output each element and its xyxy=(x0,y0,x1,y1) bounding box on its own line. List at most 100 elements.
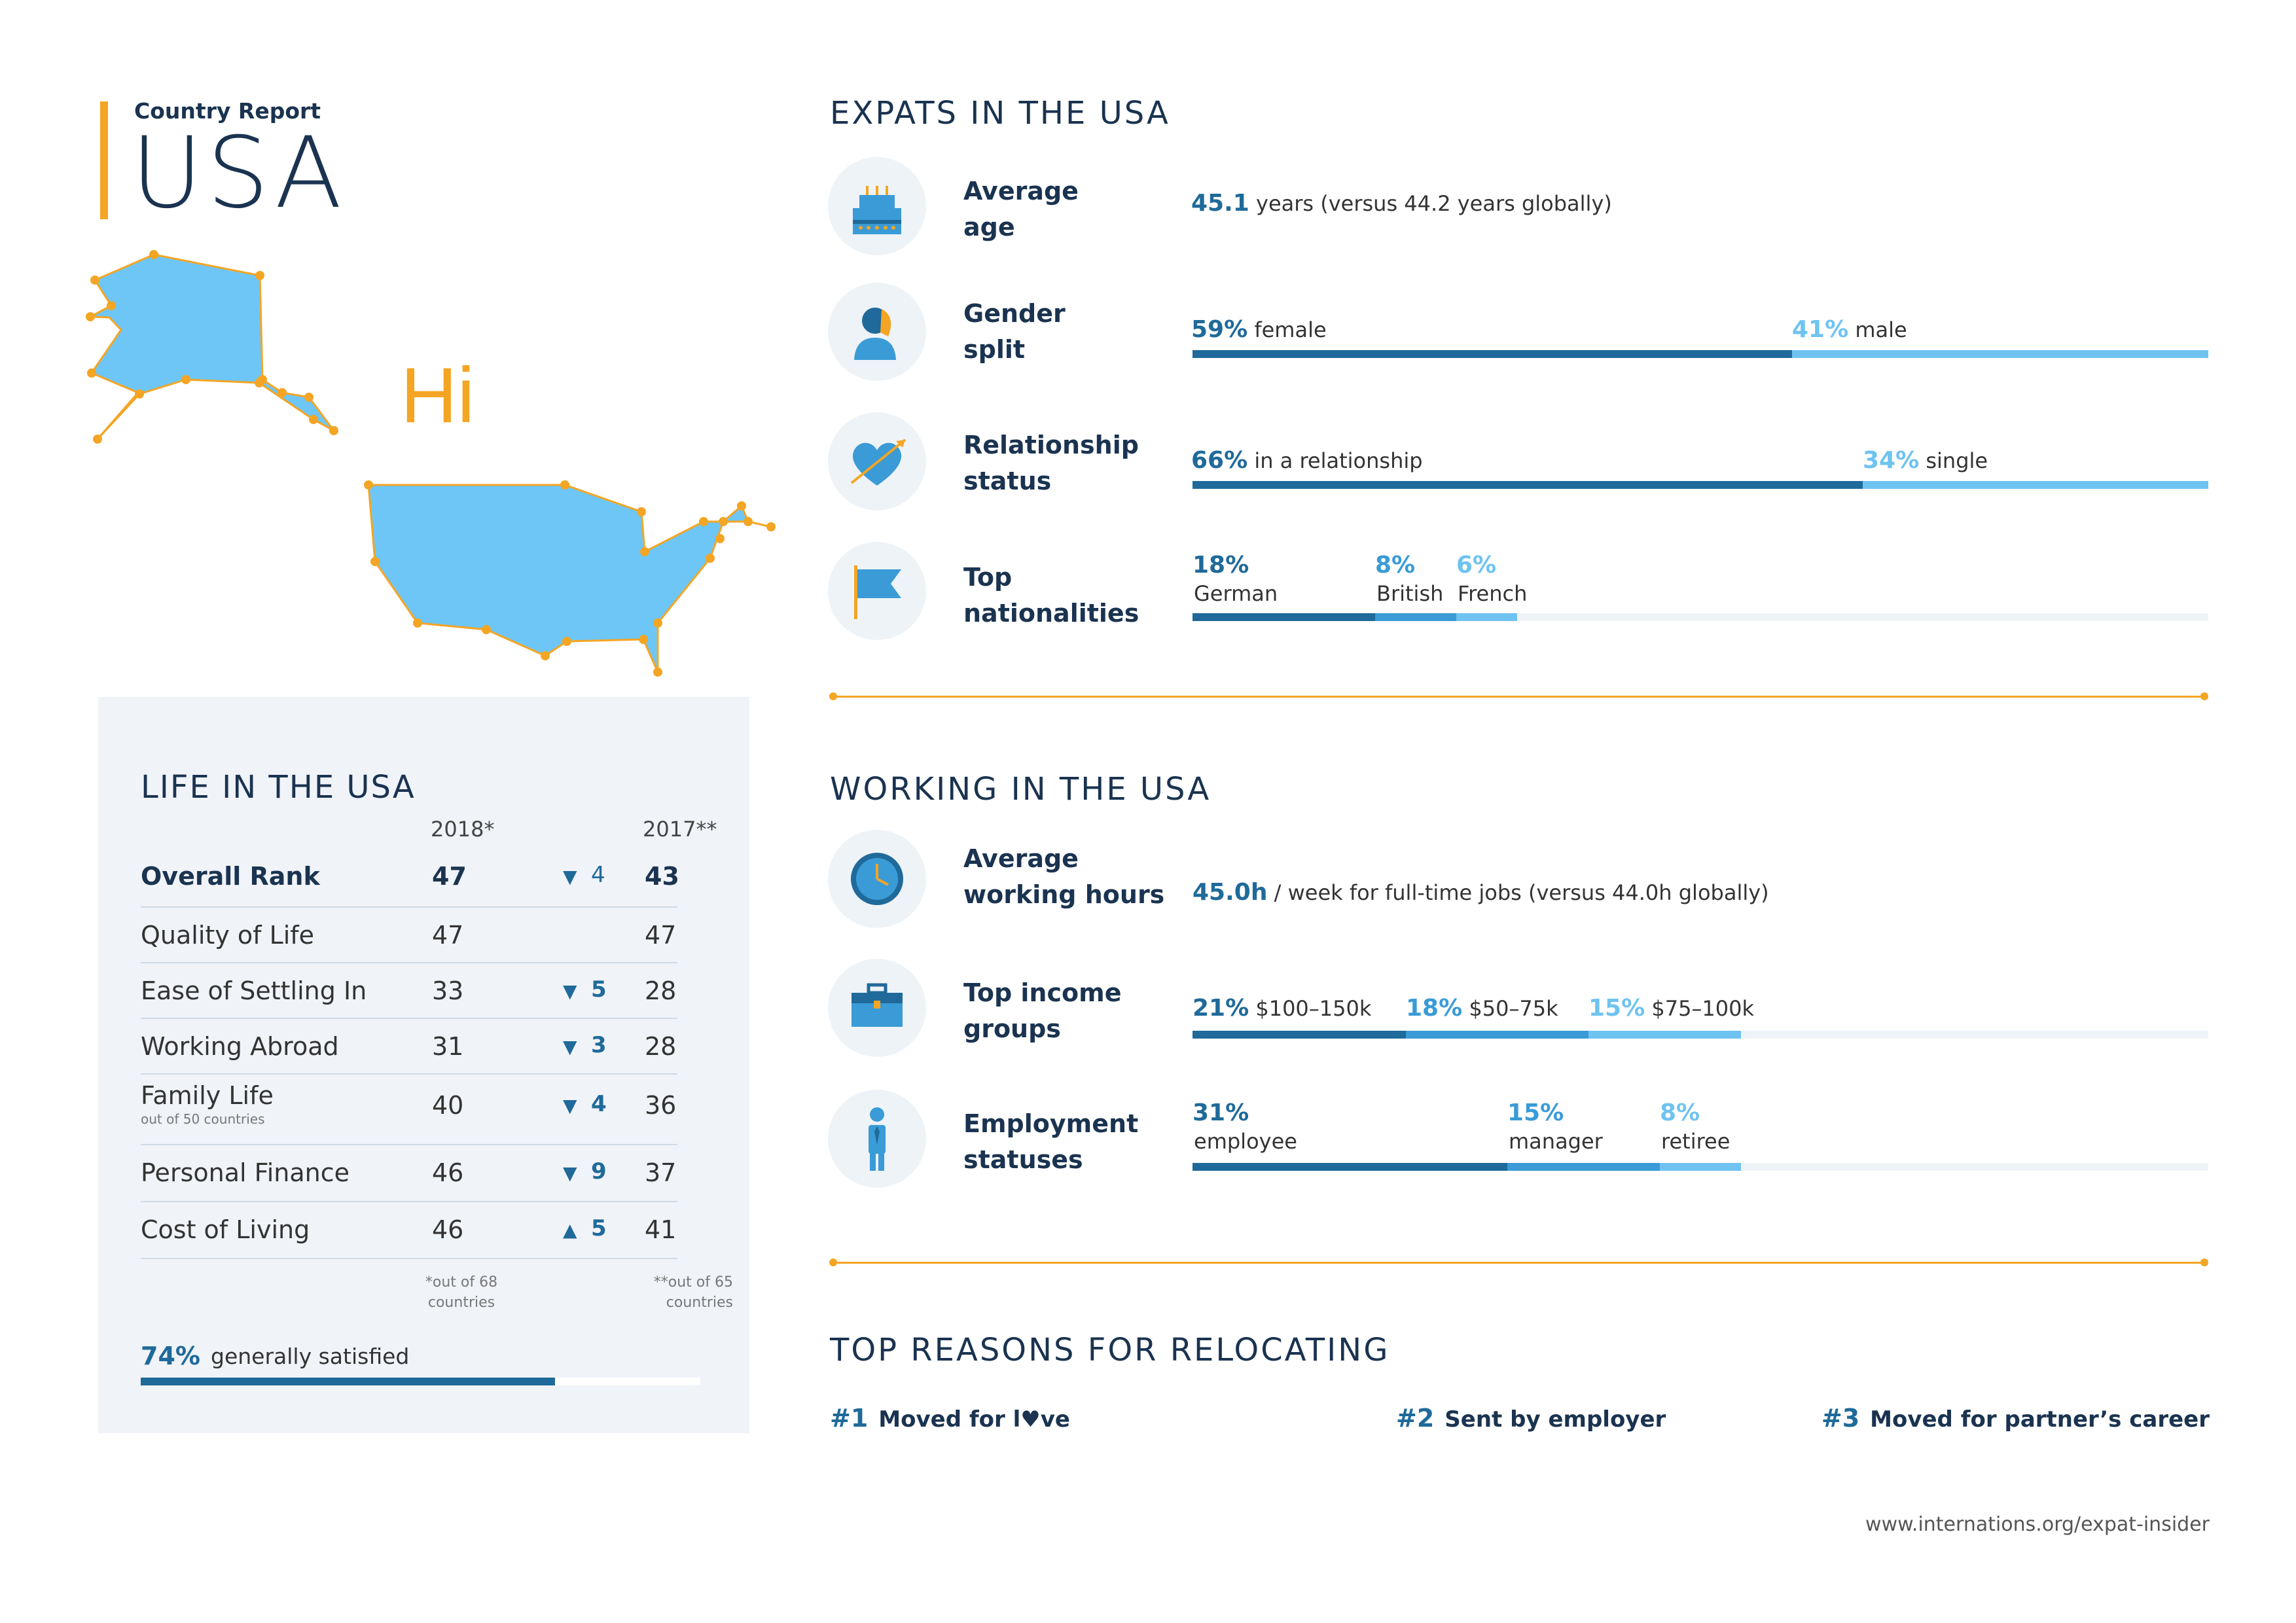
relationship-label: Relationship status xyxy=(963,431,1139,496)
age-icon-circle xyxy=(828,157,926,255)
age-value: 45.1 xyxy=(1191,190,1249,217)
rank-2018: 46 xyxy=(432,1158,464,1187)
income-name: $75–100k xyxy=(1651,996,1755,1021)
female-label: female xyxy=(1254,317,1327,342)
employment-name: employee xyxy=(1194,1129,1297,1154)
satisfied-track xyxy=(141,1378,700,1385)
birthday-cake-icon xyxy=(853,186,901,234)
rank-2017: 47 xyxy=(645,921,677,950)
rank-label: Personal Finance xyxy=(141,1158,350,1187)
employment-name: retiree xyxy=(1661,1129,1731,1154)
gender-icon-circle xyxy=(828,283,926,381)
employment-item: 31% xyxy=(1193,1099,1249,1126)
nationality-name: British xyxy=(1376,581,1444,606)
income-segment xyxy=(1406,1031,1588,1039)
rank-change: 3 xyxy=(591,1032,607,1058)
employment-segment xyxy=(1507,1163,1660,1171)
overall-rank-row: Overall Rank 47 ▼ 4 43 xyxy=(141,854,679,908)
clock-icon xyxy=(851,853,903,905)
rank-label: Cost of Living xyxy=(141,1215,310,1244)
rank-label: Ease of Settling In xyxy=(141,976,367,1005)
income-item: 21% $100–150k xyxy=(1193,995,1371,1022)
female-pct: 59% xyxy=(1191,316,1248,343)
hours-label: Average working hours xyxy=(963,844,1165,910)
employment-pct: 8% xyxy=(1660,1099,1700,1126)
reason-1-text-b: ve xyxy=(1040,1406,1070,1433)
employment-item: 8% xyxy=(1660,1099,1700,1126)
employment-segment xyxy=(1193,1163,1507,1171)
separator-2-dot-left xyxy=(829,1258,837,1266)
nationalities-bar xyxy=(1193,613,2208,621)
rank-2017: 41 xyxy=(645,1215,677,1244)
footer-url[interactable]: www.internations.org/expat-insider xyxy=(1865,1513,2210,1536)
employment-segment xyxy=(1660,1163,1741,1171)
employment-item: 15% xyxy=(1507,1099,1564,1126)
reasons-title: TOP REASONS FOR RELOCATING xyxy=(830,1332,1390,1368)
age-stat: 45.1 years (versus 44.2 years globally) xyxy=(1191,190,1612,217)
rank-2017: 28 xyxy=(645,1032,677,1061)
satisfied-label: generally satisfied xyxy=(211,1344,410,1369)
income-name: $50–75k xyxy=(1469,996,1558,1021)
rank-2017: 28 xyxy=(645,976,677,1005)
businessperson-icon xyxy=(869,1107,886,1171)
relationship-icon-circle xyxy=(828,412,926,510)
satisfied-bar xyxy=(141,1378,555,1385)
employment-label: Employment statuses xyxy=(963,1109,1139,1175)
rank-2018: 46 xyxy=(432,1215,464,1244)
reason-1: #1 Moved for l♥ve xyxy=(830,1404,1070,1433)
relationship-b-segment xyxy=(1863,481,2208,489)
rank-row: Working Abroad 31 ▼ 3 28 xyxy=(141,1018,677,1075)
reason-3: #3 Moved for partner’s career xyxy=(1821,1404,2210,1433)
relationship-a-label: in a relationship xyxy=(1254,448,1423,473)
rank-2017: 37 xyxy=(645,1158,677,1187)
report-label: Country Report xyxy=(134,98,321,124)
rank-2018: 40 xyxy=(432,1091,464,1120)
income-name: $100–150k xyxy=(1255,996,1372,1021)
rank-row: Ease of Settling In 33 ▼ 5 28 xyxy=(141,962,677,1019)
rank-2018: 31 xyxy=(432,1032,464,1061)
employment-pct: 31% xyxy=(1193,1099,1249,1126)
reason-1-text-a: Moved for l xyxy=(878,1406,1021,1433)
income-pct: 15% xyxy=(1588,995,1645,1022)
rank-change: 5 xyxy=(591,976,607,1003)
expats-title: EXPATS IN THE USA xyxy=(830,95,1170,132)
rank-change: 9 xyxy=(591,1158,607,1185)
rank-change: 4 xyxy=(591,1091,607,1117)
female-stat: 59% female xyxy=(1191,316,1327,343)
rank-row: Personal Finance 46 ▼ 9 37 xyxy=(141,1144,677,1202)
hours-text: / week for full-time jobs (versus 44.0h … xyxy=(1274,880,1769,905)
separator-2 xyxy=(833,1262,2204,1264)
title-accent-bar xyxy=(100,101,108,219)
woman-icon xyxy=(854,308,896,360)
relationship-a-pct: 66% xyxy=(1191,447,1248,474)
rank-change: 5 xyxy=(591,1215,607,1241)
hours-icon-circle xyxy=(828,830,926,928)
overall-rank-2018: 47 xyxy=(432,862,467,891)
alaska-map xyxy=(86,250,338,444)
life-title: LIFE IN THE USA xyxy=(141,769,416,806)
relationship-b-stat: 34% single xyxy=(1863,447,1988,474)
arrow-down-icon: ▼ xyxy=(563,980,577,1002)
nationality-item: 8% xyxy=(1375,552,1415,579)
income-label: Top income groups xyxy=(963,978,1122,1044)
footnote-2018: *out of 68 countries xyxy=(425,1274,498,1311)
reason-2-num: #2 xyxy=(1396,1404,1435,1433)
income-segment xyxy=(1193,1031,1406,1039)
nationalities-label: Top nationalities xyxy=(963,563,1139,628)
nationality-name: French xyxy=(1458,581,1528,606)
rank-sublabel: out of 50 countries xyxy=(141,1111,265,1127)
heart-arrow-icon xyxy=(850,438,906,486)
footnote-2017: **out of 65 countries xyxy=(653,1274,733,1311)
nationality-item: 6% xyxy=(1456,552,1496,579)
overall-rank-2017: 43 xyxy=(645,862,679,891)
working-title: WORKING IN THE USA xyxy=(830,771,1211,808)
employment-name: manager xyxy=(1509,1129,1603,1154)
income-bar xyxy=(1193,1031,2208,1039)
satisfied-pct: 74% xyxy=(141,1342,200,1370)
nationality-pct: 18% xyxy=(1193,552,1249,579)
flag-icon xyxy=(854,565,901,619)
rank-row: Family Life out of 50 countries 40 ▼ 4 36 xyxy=(141,1073,677,1145)
arrow-down-icon: ▼ xyxy=(563,1162,577,1184)
nationality-item: 18% xyxy=(1193,552,1249,579)
male-label: male xyxy=(1855,317,1907,342)
